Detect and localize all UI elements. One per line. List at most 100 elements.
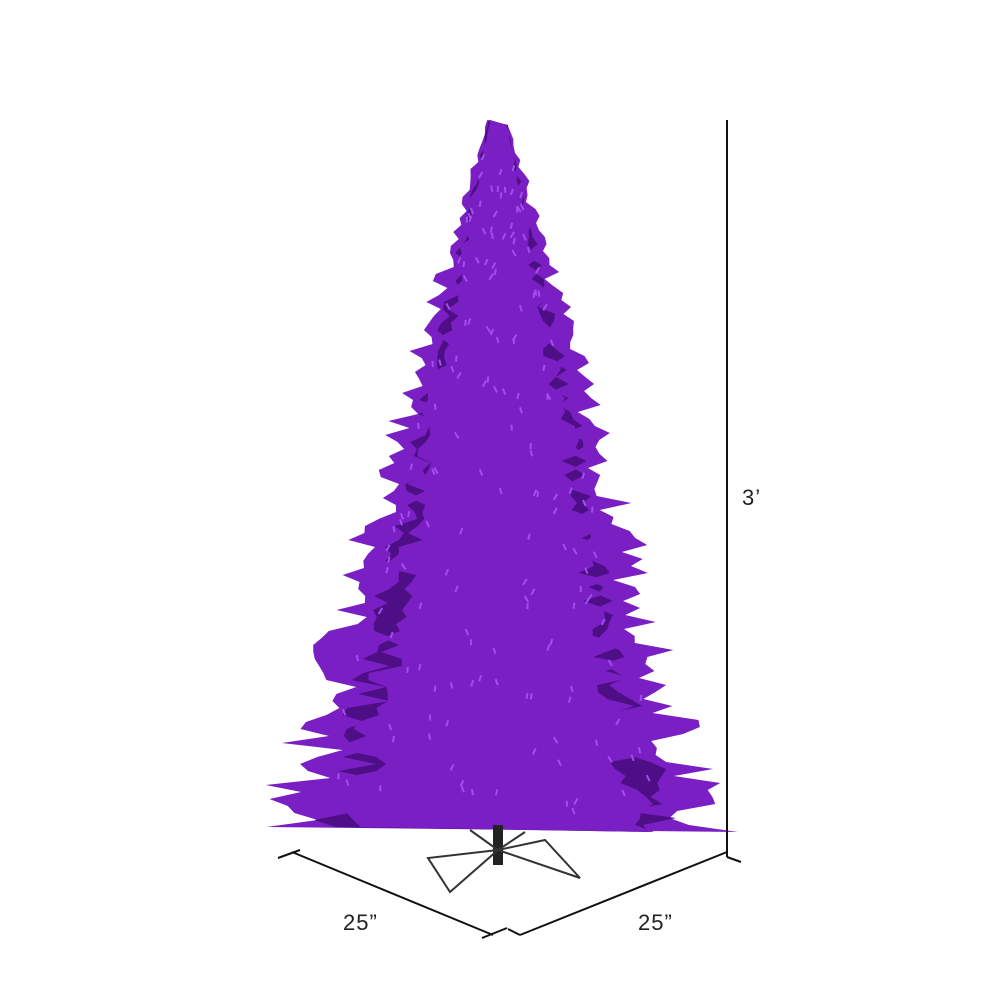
tree-needle-highlight — [492, 210, 498, 218]
tree-needle-highlight — [388, 723, 393, 731]
tree-needle-highlight — [462, 274, 468, 282]
tree-needle-highlight — [391, 735, 396, 743]
tree-needle-highlight — [456, 371, 462, 379]
tree-needle-highlight — [385, 544, 391, 552]
tree-needle-highlight — [459, 527, 464, 535]
stand-leg — [426, 849, 499, 894]
tree-needle-highlight — [464, 628, 470, 636]
tree-needle-highlight — [486, 376, 490, 383]
tree-needle-highlight — [534, 289, 538, 296]
tree-needle-highlight — [489, 328, 495, 336]
width-tick — [277, 849, 301, 859]
height-label: 3’ — [742, 485, 762, 510]
tree-needle-highlight — [449, 763, 455, 771]
width-line — [291, 851, 494, 936]
depth-line — [519, 851, 728, 936]
tree-needle-highlight — [581, 472, 586, 479]
tree-needle-highlight — [552, 493, 559, 501]
tree-needle-highlight — [501, 232, 507, 240]
tree-needle-highlight — [427, 733, 432, 740]
tree-needle-highlight — [527, 533, 531, 540]
tree-needle-highlight — [572, 602, 576, 609]
tree-needle-highlight — [438, 359, 442, 366]
stand-leg — [497, 838, 581, 879]
tree-needle-highlight — [572, 547, 578, 555]
tree-needle-highlight — [490, 185, 494, 192]
tree-needle-highlight — [459, 779, 465, 787]
tree-needle-highlight — [639, 694, 643, 702]
tree-needle-highlight — [499, 192, 503, 199]
tree-needle-highlight — [503, 186, 507, 193]
tree-needle-highlight — [542, 364, 546, 372]
tree-needle-highlight — [522, 578, 528, 586]
tree-needle-highlight — [621, 789, 626, 797]
tree-needle-highlight — [462, 261, 466, 268]
tree-needle-highlight — [542, 303, 548, 311]
tree-needle-highlight — [549, 339, 555, 347]
tree-needle-highlight — [495, 789, 499, 796]
tree-needle-highlight — [477, 171, 484, 179]
tree-needle-highlight — [509, 222, 514, 230]
tree-needle-highlight — [454, 585, 459, 593]
tree-needle-highlight — [529, 693, 533, 700]
tree-needle-highlight — [418, 664, 422, 671]
tree-needle-highlight — [519, 407, 523, 414]
height-tick — [726, 856, 742, 863]
tree-needle-highlight — [532, 489, 538, 497]
tree-needle-highlight — [389, 631, 394, 639]
tree-needle-highlight — [535, 267, 541, 274]
tree-needle-highlight — [467, 318, 472, 325]
tree-needle-highlight — [519, 191, 524, 199]
tree-needle-highlight — [601, 618, 606, 626]
tree-needle-highlight — [526, 246, 531, 254]
tree-needle-highlight — [478, 469, 484, 476]
tree-needle-highlight — [341, 708, 347, 716]
tree-needle-highlight — [399, 519, 403, 526]
tree-needle-highlight — [584, 597, 590, 605]
tree-needle-highlight — [493, 268, 497, 275]
tree-needle-highlight — [470, 788, 474, 796]
tree-needle-highlight — [493, 385, 498, 393]
tree-needle-highlight — [494, 678, 499, 686]
tree-needle-highlight — [516, 205, 522, 213]
dimension-lines — [277, 120, 742, 939]
tree-needle-highlight — [445, 302, 451, 310]
tree-needle-highlight — [418, 602, 423, 610]
tree-needle-highlight — [496, 185, 500, 192]
tree-needle-highlight — [481, 227, 487, 235]
tree-needle-highlight — [536, 491, 539, 498]
tree-needle-highlight — [511, 249, 517, 257]
tree-needle-highlight — [592, 551, 598, 559]
tree-needle-highlight — [530, 588, 536, 596]
tree-needle-highlight — [607, 659, 613, 667]
tree-needle-highlight — [433, 403, 437, 410]
tree-needle-highlight — [470, 679, 475, 687]
tree-needle-highlight — [557, 759, 562, 767]
tree-needle-highlight — [567, 696, 572, 703]
tree-needle-highlight — [531, 748, 537, 755]
tree-needle-highlight — [645, 774, 651, 782]
tree-needle-highlight — [409, 463, 414, 471]
tree-needle-highlight — [433, 467, 439, 475]
tree-needle-highlight — [518, 304, 523, 312]
tree-needle-highlight — [377, 607, 384, 615]
tree-needle-highlight — [562, 543, 567, 551]
tree-needle-highlight — [456, 257, 462, 264]
tree-needle-highlight — [522, 233, 527, 241]
tree-needle-highlight — [453, 431, 460, 439]
tree-needle-highlight — [571, 807, 576, 815]
tree-needle-highlight — [525, 692, 529, 699]
tree-needle-highlight — [491, 262, 497, 270]
tree-needle-highlight — [510, 188, 514, 196]
tree-needle-highlight — [573, 798, 579, 805]
depth-label: 25” — [638, 910, 673, 935]
tree-needle-highlight — [607, 755, 613, 763]
tree-needle-highlight — [615, 718, 621, 726]
tree-needle-highlight — [407, 510, 411, 518]
tree-needle-highlight — [478, 674, 482, 682]
tree-needle-highlight — [511, 164, 516, 172]
tree-needle-highlight — [509, 231, 515, 239]
tree-needle-highlight — [492, 647, 497, 655]
tree-needle-highlight — [337, 773, 340, 780]
tree-needle-highlight — [385, 566, 389, 574]
